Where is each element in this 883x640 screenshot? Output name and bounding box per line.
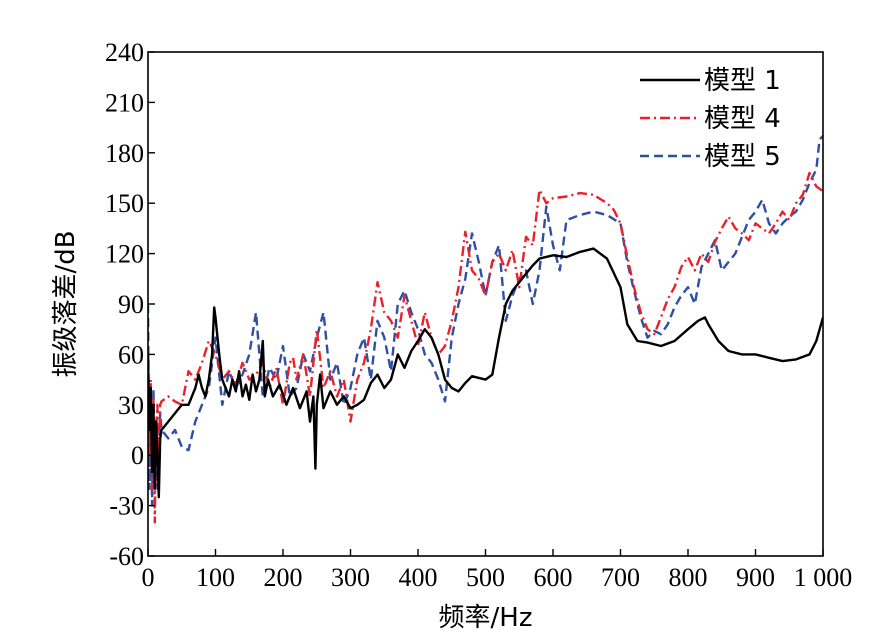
x-tick-label: 400 — [399, 563, 438, 592]
legend: 模型 1 模型 4 模型 5 — [640, 66, 781, 172]
legend-label: 模型 5 — [704, 142, 781, 172]
series-line-3 — [148, 135, 823, 507]
y-tick-label: -60 — [109, 542, 144, 571]
y-axis-label: 振级落差/dB — [51, 230, 81, 377]
y-tick-label: 60 — [118, 340, 144, 369]
legend-label: 模型 4 — [704, 104, 781, 134]
ticks-layer: 0 100 200 300 400 500 600 700 800 900 1 000 -60 -30 0… — [105, 38, 852, 592]
y-tick-label: 90 — [118, 290, 144, 319]
y-tick-label: 240 — [105, 38, 144, 67]
x-tick-label: 500 — [466, 563, 505, 592]
x-tick-label: 300 — [331, 563, 370, 592]
y-tick-label: 120 — [105, 240, 144, 269]
x-tick-label: 700 — [601, 563, 640, 592]
x-tick-label: 0 — [142, 563, 155, 592]
x-tick-label: 900 — [736, 563, 775, 592]
x-tick-label: 200 — [264, 563, 303, 592]
y-tick-label: 0 — [131, 441, 144, 470]
y-tick-label: 210 — [105, 88, 144, 117]
series-layer — [148, 135, 823, 524]
series-line-1 — [148, 247, 823, 499]
legend-label: 模型 1 — [704, 66, 781, 96]
y-tick-label: 30 — [118, 391, 144, 420]
x-tick-label: 800 — [669, 563, 708, 592]
x-tick-label: 1 000 — [794, 563, 853, 592]
x-axis-label: 频率/Hz — [439, 603, 533, 633]
x-tick-label: 100 — [196, 563, 235, 592]
x-tick-label: 600 — [534, 563, 573, 592]
y-tick-label: -30 — [109, 492, 144, 521]
y-tick-label: 150 — [105, 189, 144, 218]
y-tick-label: 180 — [105, 139, 144, 168]
